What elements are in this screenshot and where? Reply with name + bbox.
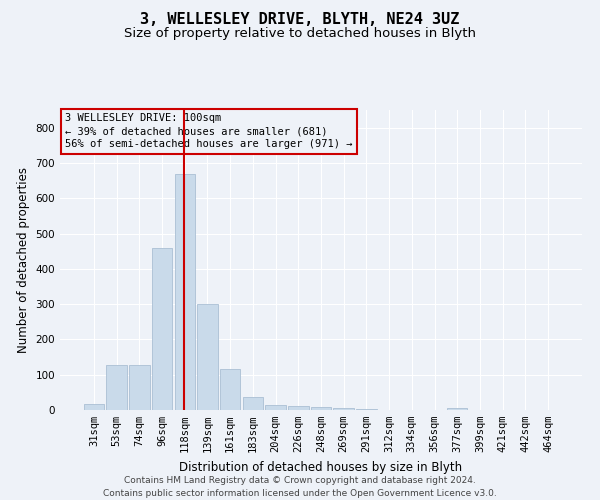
X-axis label: Distribution of detached houses by size in Blyth: Distribution of detached houses by size … [179,460,463,473]
Bar [175,174,195,410]
Text: Contains HM Land Registry data © Crown copyright and database right 2024.
Contai: Contains HM Land Registry data © Crown c… [103,476,497,498]
Bar [242,396,263,410]
Bar [447,408,467,410]
Text: 3 WELLESLEY DRIVE: 100sqm
← 39% of detached houses are smaller (681)
56% of semi: 3 WELLESLEY DRIVE: 100sqm ← 39% of detac… [65,113,353,150]
Bar [288,406,308,410]
Bar [311,407,331,410]
Bar [197,304,218,410]
Bar [84,404,104,410]
Bar [152,248,172,410]
Bar [106,365,127,410]
Bar [265,404,286,410]
Y-axis label: Number of detached properties: Number of detached properties [17,167,30,353]
Bar [334,408,354,410]
Text: 3, WELLESLEY DRIVE, BLYTH, NE24 3UZ: 3, WELLESLEY DRIVE, BLYTH, NE24 3UZ [140,12,460,28]
Bar [220,368,241,410]
Text: Size of property relative to detached houses in Blyth: Size of property relative to detached ho… [124,28,476,40]
Bar [129,365,149,410]
